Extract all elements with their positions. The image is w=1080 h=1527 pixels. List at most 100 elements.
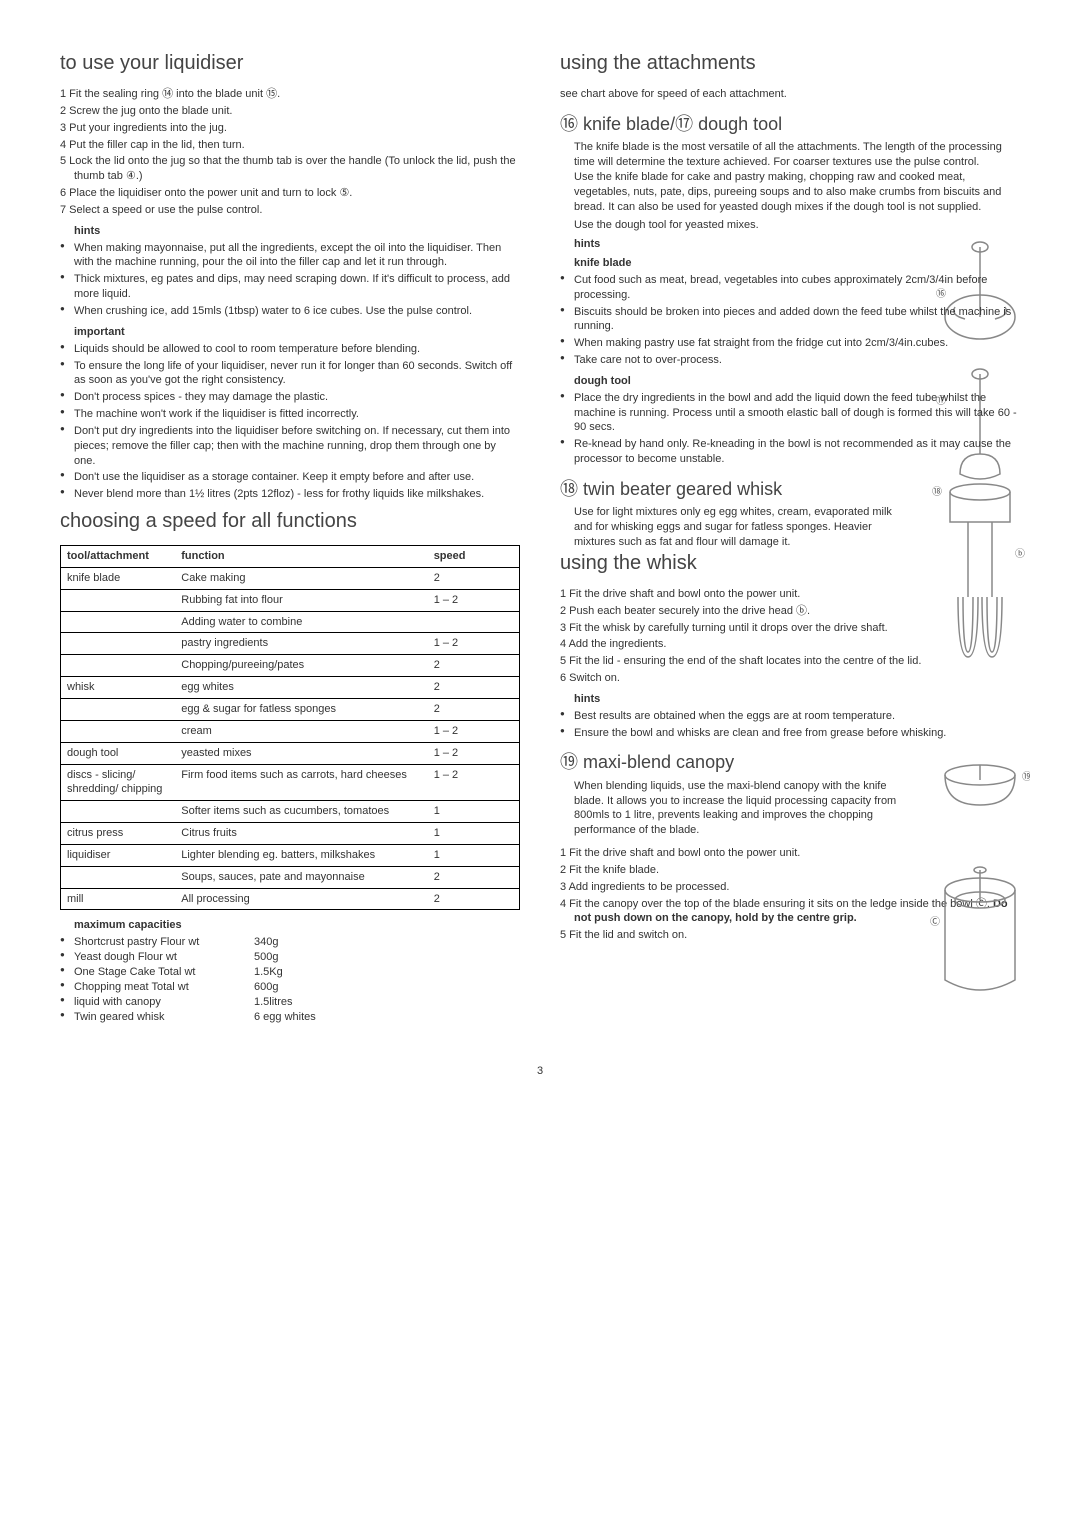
important-item: Don't process spices - they may damage t… xyxy=(60,390,520,405)
table-cell: Adding water to combine xyxy=(175,611,427,633)
capacity-value: 1.5litres xyxy=(254,995,293,1010)
hint-item: When making pastry use fat straight from… xyxy=(560,336,1020,351)
knife-heading: ⑯ knife blade/⑰ dough tool xyxy=(560,112,1020,136)
knife-para1: The knife blade is the most versatile of… xyxy=(574,140,1020,170)
svg-text:Ⓒ: Ⓒ xyxy=(930,916,940,928)
attachments-heading: using the attachments xyxy=(560,50,1020,77)
important-item: To ensure the long life of your liquidis… xyxy=(60,359,520,389)
capacity-label: Chopping meat Total wt xyxy=(60,980,254,995)
table-cell: 1 xyxy=(428,823,520,845)
step-item: 4 Put the filler cap in the lid, then tu… xyxy=(60,138,520,153)
step-item: 7 Select a speed or use the pulse contro… xyxy=(60,203,520,218)
table-cell: 2 xyxy=(428,699,520,721)
table-cell: cream xyxy=(175,720,427,742)
table-cell: mill xyxy=(61,888,176,910)
important-item: Liquids should be allowed to cool to roo… xyxy=(60,342,520,357)
liquidiser-steps: 1 Fit the sealing ring ⑭ into the blade … xyxy=(60,87,520,218)
important-item: Don't use the liquidiser as a storage co… xyxy=(60,470,520,485)
table-cell: dough tool xyxy=(61,742,176,764)
capacity-value: 340g xyxy=(254,935,278,950)
liquidiser-hints: When making mayonnaise, put all the ingr… xyxy=(60,241,520,319)
liquidiser-important: Liquids should be allowed to cool to roo… xyxy=(60,342,520,502)
right-column: using the attachments see chart above fo… xyxy=(560,50,1020,1024)
table-cell: egg & sugar for fatless sponges xyxy=(175,699,427,721)
capacity-label: Shortcrust pastry Flour wt xyxy=(60,935,254,950)
attachments-intro: see chart above for speed of each attach… xyxy=(560,87,1020,102)
capacity-row: liquid with canopy1.5litres xyxy=(60,995,520,1010)
hint-item: Cut food such as meat, bread, vegetables… xyxy=(560,273,1020,303)
table-cell: whisk xyxy=(61,677,176,699)
hint-item: When making mayonnaise, put all the ingr… xyxy=(60,241,520,271)
table-cell: Firm food items such as carrots, hard ch… xyxy=(175,764,427,801)
knife-para2: Use the knife blade for cake and pastry … xyxy=(574,170,1020,215)
svg-text:⑲: ⑲ xyxy=(1022,771,1030,783)
table-cell: 1 – 2 xyxy=(428,633,520,655)
speed-heading: choosing a speed for all functions xyxy=(60,508,520,535)
important-heading: important xyxy=(74,325,520,340)
hint-item: Best results are obtained when the eggs … xyxy=(560,709,1020,724)
table-cell xyxy=(61,801,176,823)
capacity-label: Twin geared whisk xyxy=(60,1010,254,1025)
table-cell xyxy=(61,699,176,721)
table-cell: citrus press xyxy=(61,823,176,845)
important-item: The machine won't work if the liquidiser… xyxy=(60,407,520,422)
capacity-label: liquid with canopy xyxy=(60,995,254,1010)
table-cell: All processing xyxy=(175,888,427,910)
whisk-hints-heading: hints xyxy=(574,692,1020,707)
hint-item: Ensure the bowl and whisks are clean and… xyxy=(560,726,1020,741)
capacity-row: Twin geared whisk6 egg whites xyxy=(60,1010,520,1025)
table-cell: Lighter blending eg. batters, milkshakes xyxy=(175,844,427,866)
table-cell: 2 xyxy=(428,866,520,888)
table-cell: 1 xyxy=(428,801,520,823)
table-cell: 1 – 2 xyxy=(428,764,520,801)
hint-item: When crushing ice, add 15mls (1tbsp) wat… xyxy=(60,304,520,319)
capacity-value: 600g xyxy=(254,980,278,995)
capacity-value: 1.5Kg xyxy=(254,965,283,980)
table-cell xyxy=(428,611,520,633)
table-header: function xyxy=(175,546,427,568)
whisk-icon: ⑱ ⓑ xyxy=(930,477,1030,677)
table-cell: 1 – 2 xyxy=(428,720,520,742)
speed-table: tool/attachmentfunctionspeedknife bladeC… xyxy=(60,545,520,910)
table-cell: Softer items such as cucumbers, tomatoes xyxy=(175,801,427,823)
capacity-row: Chopping meat Total wt600g xyxy=(60,980,520,995)
table-cell xyxy=(61,589,176,611)
step-item: 2 Screw the jug onto the blade unit. xyxy=(60,104,520,119)
important-item: Never blend more than 1½ litres (2pts 12… xyxy=(60,487,520,502)
dough-hints-list: Place the dry ingredients in the bowl an… xyxy=(560,391,1020,467)
table-cell: Soups, sauces, pate and mayonnaise xyxy=(175,866,427,888)
maxcap-heading: maximum capacities xyxy=(74,918,520,933)
hints-heading: hints xyxy=(74,224,520,239)
svg-text:⑱: ⑱ xyxy=(932,486,942,498)
table-cell: 2 xyxy=(428,888,520,910)
maxcap-list: Shortcrust pastry Flour wt340gYeast doug… xyxy=(60,935,520,1024)
table-cell: pastry ingredients xyxy=(175,633,427,655)
left-column: to use your liquidiser 1 Fit the sealing… xyxy=(60,50,520,1024)
table-cell xyxy=(61,633,176,655)
table-cell xyxy=(61,655,176,677)
table-cell: Citrus fruits xyxy=(175,823,427,845)
step-item: 1 Fit the sealing ring ⑭ into the blade … xyxy=(60,87,520,102)
table-cell: 2 xyxy=(428,567,520,589)
capacity-value: 500g xyxy=(254,950,278,965)
table-cell: 2 xyxy=(428,655,520,677)
table-header: speed xyxy=(428,546,520,568)
canopy-icon: ⑲ Ⓒ xyxy=(930,750,1030,1010)
capacity-row: One Stage Cake Total wt1.5Kg xyxy=(60,965,520,980)
hint-item: Thick mixtures, eg pates and dips, may n… xyxy=(60,272,520,302)
capacity-row: Yeast dough Flour wt500g xyxy=(60,950,520,965)
hint-item: Re-knead by hand only. Re-kneading in th… xyxy=(560,437,1020,467)
table-cell: egg whites xyxy=(175,677,427,699)
table-cell: Cake making xyxy=(175,567,427,589)
table-cell xyxy=(61,866,176,888)
capacity-label: One Stage Cake Total wt xyxy=(60,965,254,980)
table-cell: 1 – 2 xyxy=(428,589,520,611)
table-cell xyxy=(61,720,176,742)
table-cell: 2 xyxy=(428,677,520,699)
step-item: 3 Put your ingredients into the jug. xyxy=(60,121,520,136)
table-cell: knife blade xyxy=(61,567,176,589)
step-item: 6 Place the liquidiser onto the power un… xyxy=(60,186,520,201)
table-header: tool/attachment xyxy=(61,546,176,568)
liquidiser-heading: to use your liquidiser xyxy=(60,50,520,77)
page-number: 3 xyxy=(60,1064,1020,1079)
